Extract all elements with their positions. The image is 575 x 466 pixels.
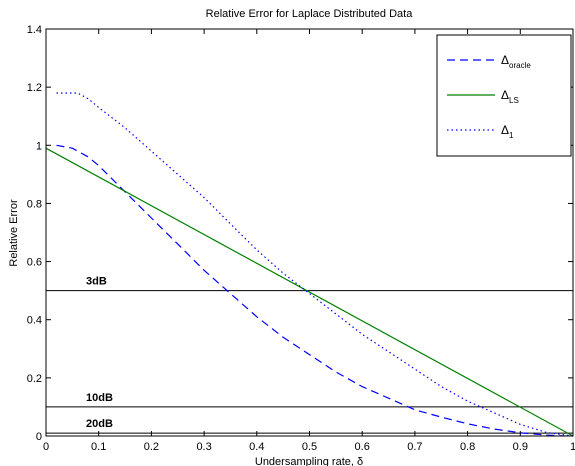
y-tick-label: 0.2 <box>27 373 42 385</box>
y-tick-label: 0.6 <box>27 257 42 269</box>
y-tick-label: 1.4 <box>27 24 42 36</box>
x-tick-label: 0.6 <box>355 441 370 453</box>
reference-line-label: 10dB <box>86 392 113 404</box>
y-tick-label: 1.2 <box>27 82 42 94</box>
x-axis-label: Undersampling rate, δ <box>255 456 363 466</box>
series-line-oracle <box>56 144 574 437</box>
x-tick-label: 0.8 <box>460 441 475 453</box>
y-tick-label: 0 <box>36 431 42 443</box>
x-tick-label: 0.2 <box>144 441 159 453</box>
y-axis-label: Relative Error <box>8 199 20 267</box>
reference-line-label: 3dB <box>86 276 107 288</box>
chart-title: Relative Error for Laplace Distributed D… <box>206 8 414 20</box>
x-tick-label: 0.5 <box>302 441 317 453</box>
x-tick-label: 1 <box>570 441 575 453</box>
x-tick-label: 0 <box>43 441 49 453</box>
y-tick-label: 1 <box>36 140 42 152</box>
x-tick-label: 0.4 <box>249 441 264 453</box>
y-tick-label: 0.8 <box>27 198 42 210</box>
x-tick-label: 0.7 <box>407 441 422 453</box>
x-tick-label: 0.1 <box>91 441 106 453</box>
plot-frame <box>45 28 574 437</box>
reference-line-label: 20dB <box>86 418 113 430</box>
x-tick-label: 0.9 <box>513 441 528 453</box>
x-tick-label: 0.3 <box>196 441 211 453</box>
series-line-ls <box>45 147 574 437</box>
series-group <box>45 92 574 437</box>
y-tick-label: 0.4 <box>27 315 42 327</box>
